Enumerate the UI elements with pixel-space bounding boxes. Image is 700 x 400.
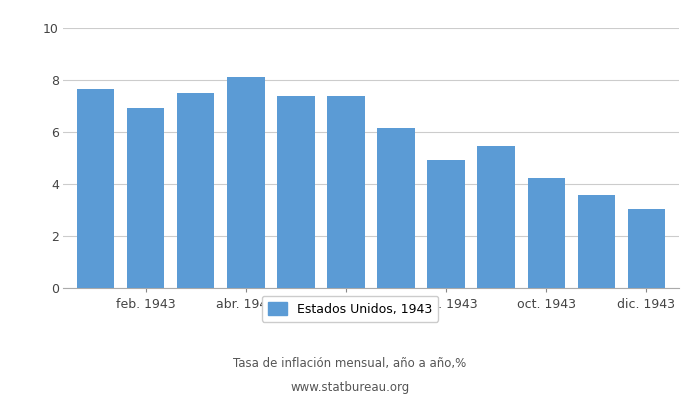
Bar xyxy=(127,108,164,288)
Bar xyxy=(477,146,515,288)
Legend: Estados Unidos, 1943: Estados Unidos, 1943 xyxy=(262,296,438,322)
Bar xyxy=(427,160,465,288)
Bar xyxy=(578,195,615,288)
Text: Tasa de inflación mensual, año a año,%: Tasa de inflación mensual, año a año,% xyxy=(233,358,467,370)
Bar xyxy=(377,128,415,288)
Bar xyxy=(528,178,565,288)
Bar xyxy=(227,77,265,288)
Bar xyxy=(277,96,315,288)
Bar xyxy=(77,89,114,288)
Bar xyxy=(327,96,365,288)
Text: www.statbureau.org: www.statbureau.org xyxy=(290,382,410,394)
Bar xyxy=(628,210,665,288)
Bar xyxy=(177,93,214,288)
